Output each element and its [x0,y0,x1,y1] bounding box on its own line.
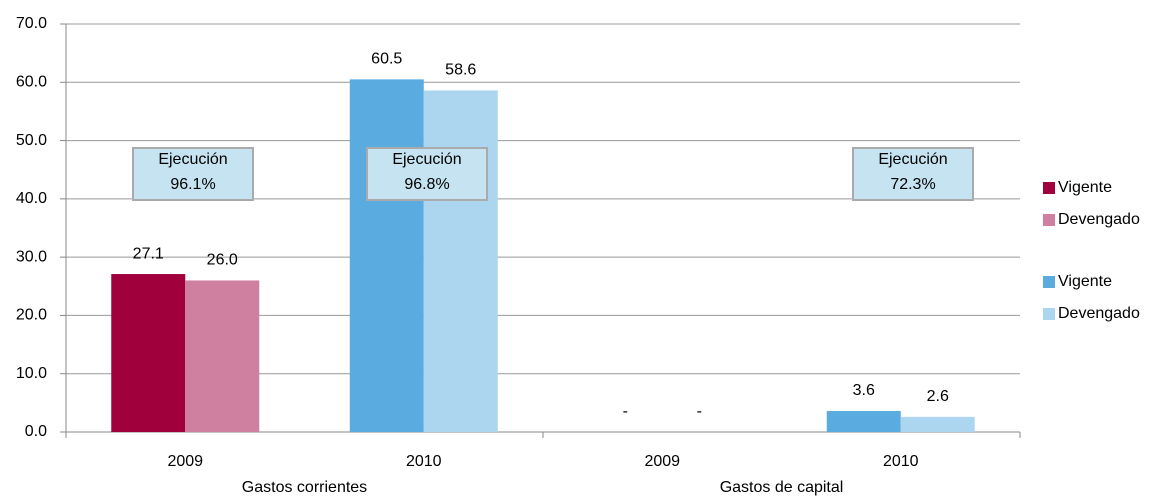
y-tick-label: 40.0 [16,190,47,207]
y-tick-label: 60.0 [16,74,47,91]
y-tick-label: 50.0 [16,132,47,149]
annotation-text: 96.1% [170,176,215,193]
legend-swatch [1043,214,1055,226]
value-label: - [697,403,702,420]
bar [185,280,260,432]
annotation-text: 72.3% [890,176,935,193]
x-tick-label: 2009 [644,453,680,470]
group-label: Gastos corrientes [242,479,367,496]
annotation-box [132,147,254,201]
y-tick-label: 10.0 [16,365,47,382]
annotation-text: 96.8% [404,176,449,193]
legend-label: Devengado [1058,211,1140,228]
value-label: 60.5 [371,51,402,68]
value-label: 2.6 [927,388,949,405]
value-label: 27.1 [133,245,164,262]
legend-label: Vigente [1058,273,1112,290]
y-tick-label: 70.0 [16,15,47,32]
annotation-box [852,147,974,201]
bar [900,416,975,432]
annotation-text: Ejecución [878,151,947,168]
value-label: 3.6 [853,382,875,399]
value-label: 58.6 [445,62,476,79]
legend-label: Vigente [1058,179,1112,196]
legend-label: Devengado [1058,305,1140,322]
y-tick-label: 20.0 [16,307,47,324]
bar [423,90,498,433]
value-label: - [623,403,628,420]
bar [111,274,186,432]
annotation-text: Ejecución [158,151,227,168]
legend-swatch [1043,182,1055,194]
annotation-box [366,147,488,201]
x-tick-label: 2010 [883,453,919,470]
x-tick-label: 2010 [406,453,442,470]
value-label: 26.0 [207,252,238,269]
bar [826,411,901,432]
legend-swatch [1043,308,1055,320]
group-label: Gastos de capital [720,479,844,496]
annotation-text: Ejecución [392,151,461,168]
x-tick-label: 2009 [167,453,203,470]
y-tick-label: 30.0 [16,248,47,265]
y-tick-label: 0.0 [25,423,47,440]
legend-swatch [1043,276,1055,288]
bar [349,79,424,432]
